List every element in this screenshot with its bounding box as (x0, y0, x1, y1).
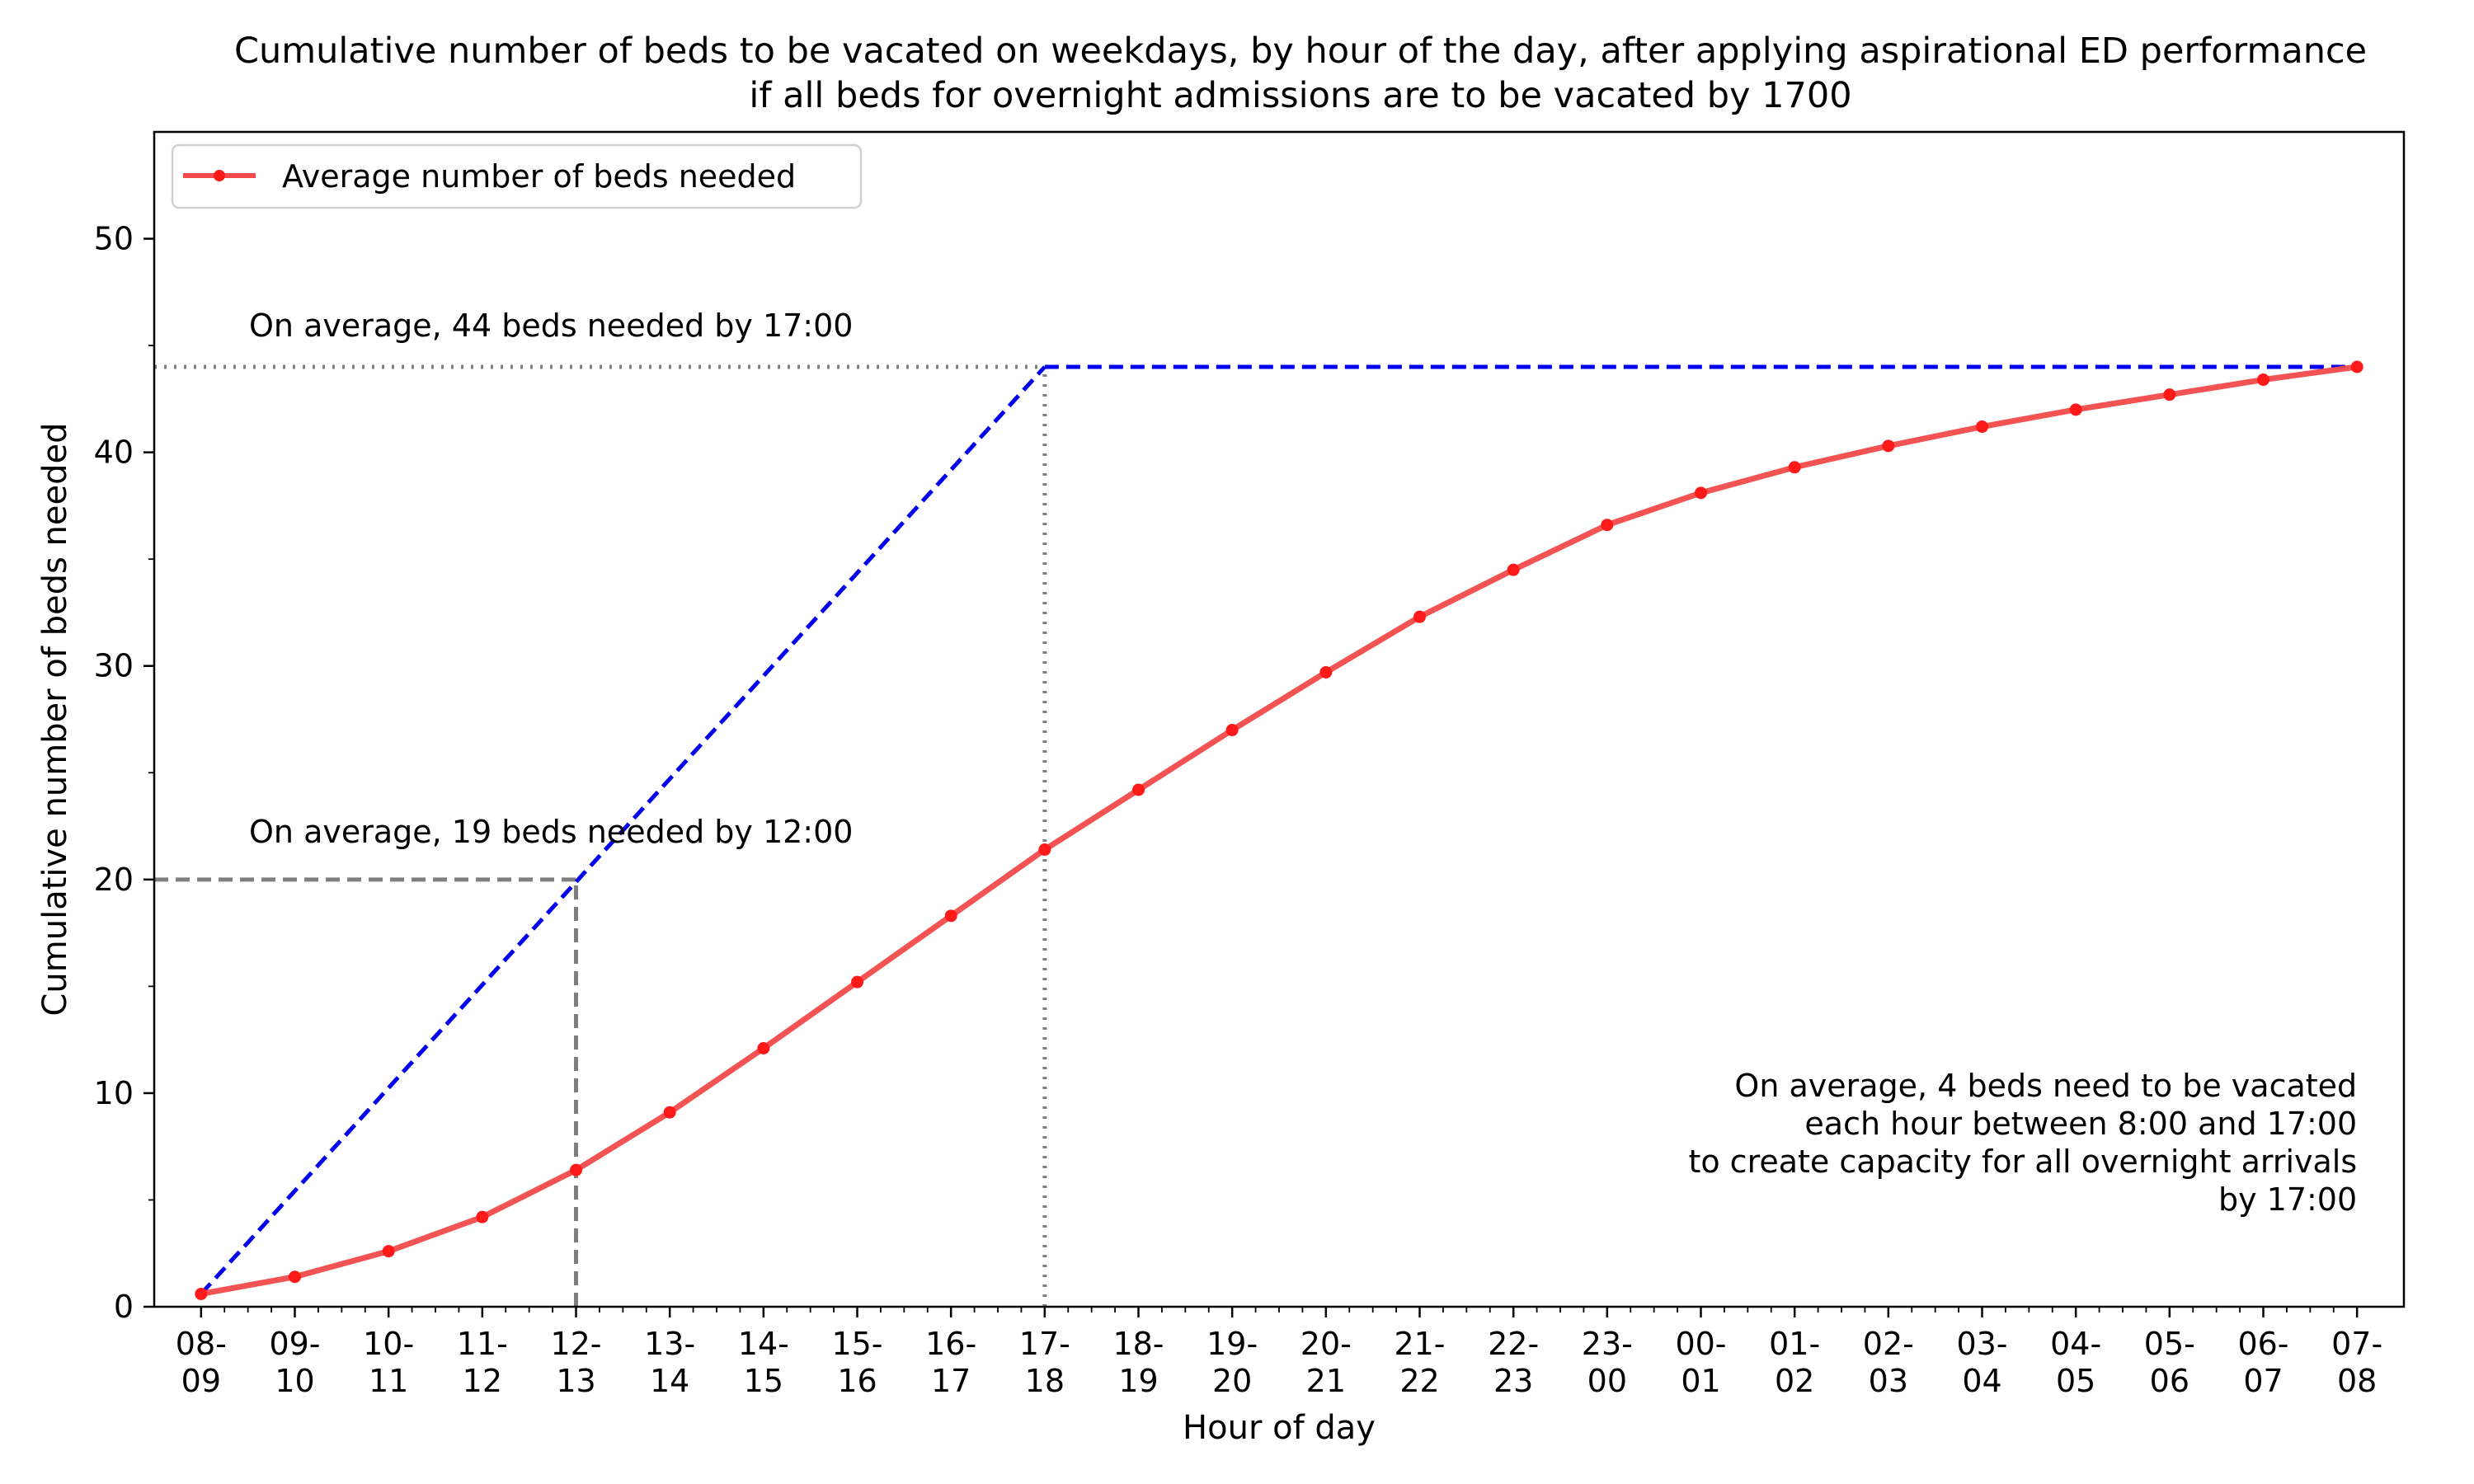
y-tick-label: 30 (94, 648, 134, 684)
data-point (1413, 610, 1426, 623)
data-point (1507, 563, 1520, 576)
x-tick-label: 11-12 (457, 1326, 508, 1399)
x-tick-label: 07-08 (2331, 1326, 2382, 1399)
data-point (1976, 420, 1988, 434)
data-point (2257, 373, 2269, 387)
target-ramp-line (199, 365, 1047, 1296)
y-tick-label: 10 (94, 1075, 134, 1111)
x-tick-label: 10-11 (363, 1326, 414, 1399)
x-tick-label: 01-02 (1769, 1326, 1820, 1399)
x-tick-label: 06-07 (2237, 1326, 2288, 1399)
x-axis: 08-09 09-10 10-11 11-12 12-13 13-14 14-15 15-16… (176, 1307, 2382, 1399)
y-tick-label: 40 (94, 434, 134, 471)
x-tick-label: 08-09 (176, 1326, 227, 1399)
annotation-hourly-rate: On average, 4 beds need to be vacatedeac… (1688, 1068, 2357, 1218)
data-point (570, 1163, 582, 1176)
x-tick-label: 12-13 (550, 1326, 601, 1399)
data-point (476, 1210, 489, 1223)
y-axis: 0 10 20 30 40 50 (94, 221, 154, 1325)
data-series (195, 360, 2363, 1300)
data-point (2069, 403, 2082, 416)
annotation-line: to create capacity for all overnight arr… (1688, 1144, 2357, 1180)
annotation-44-beds: On average, 44 beds needed by 17:00 (249, 308, 853, 344)
data-point (757, 1042, 770, 1054)
data-point (851, 975, 863, 989)
annotation-line: On average, 4 beds need to be vacated (1734, 1068, 2357, 1104)
legend: Average number of beds needed (171, 143, 863, 209)
data-point (663, 1106, 676, 1119)
annotation-line: by 17:00 (2218, 1181, 2357, 1218)
x-tick-label: 00-01 (1675, 1326, 1726, 1399)
x-tick-label: 09-10 (269, 1326, 320, 1399)
x-tick-label: 03-04 (1956, 1326, 2007, 1399)
data-point (2350, 360, 2363, 373)
y-tick-label: 50 (94, 221, 134, 257)
data-point (944, 909, 957, 923)
data-point (195, 1287, 208, 1300)
x-tick-label: 05-06 (2144, 1326, 2195, 1399)
chart-title-line-2: if all beds for overnight admissions are… (749, 75, 1851, 116)
chart-title: Cumulative number of beds to be vacated … (234, 31, 2367, 116)
y-tick-label: 0 (114, 1289, 134, 1325)
data-point (1132, 783, 1145, 796)
data-point (1319, 666, 1333, 679)
data-point (1882, 439, 1895, 453)
x-tick-label: 22-23 (1488, 1326, 1539, 1399)
legend-entry-label: Average number of beds needed (282, 158, 796, 195)
data-point (382, 1245, 395, 1258)
x-tick-label: 23-00 (1582, 1326, 1633, 1399)
x-tick-label: 02-03 (1863, 1326, 1914, 1399)
chart-title-line-1: Cumulative number of beds to be vacated … (234, 31, 2367, 72)
x-tick-label: 18-19 (1112, 1326, 1164, 1399)
x-tick-label: 04-05 (2050, 1326, 2101, 1399)
data-point (1695, 486, 1707, 500)
x-tick-label: 13-14 (644, 1326, 695, 1399)
data-point (1038, 843, 1051, 857)
x-tick-label: 14-15 (738, 1326, 789, 1399)
series-line (198, 364, 2360, 1297)
x-tick-label: 19-20 (1206, 1326, 1258, 1399)
x-tick-label: 21-22 (1394, 1326, 1445, 1399)
y-axis-label: Cumulative number of beds needed (36, 422, 74, 1016)
annotation-19-beds: On average, 19 beds needed by 12:00 (249, 814, 853, 850)
data-point (2163, 388, 2176, 402)
y-tick-label: 20 (94, 862, 134, 898)
data-point (289, 1270, 301, 1284)
legend-marker-swatch (214, 170, 225, 181)
annotation-line: each hour between 8:00 and 17:00 (1804, 1106, 2357, 1142)
data-point (1601, 519, 1614, 532)
x-tick-label: 20-21 (1300, 1326, 1352, 1399)
legend-box (171, 143, 863, 209)
reference-lines (154, 364, 2358, 1307)
data-point (1225, 723, 1239, 736)
x-axis-label: Hour of day (1183, 1409, 1376, 1447)
x-tick-label: 16-17 (925, 1326, 976, 1399)
data-point (1788, 461, 1801, 474)
x-tick-label: 17-18 (1019, 1326, 1070, 1399)
x-tick-label: 15-16 (831, 1326, 882, 1399)
annotations: On average, 44 beds needed by 17:00 On a… (249, 308, 2357, 1218)
